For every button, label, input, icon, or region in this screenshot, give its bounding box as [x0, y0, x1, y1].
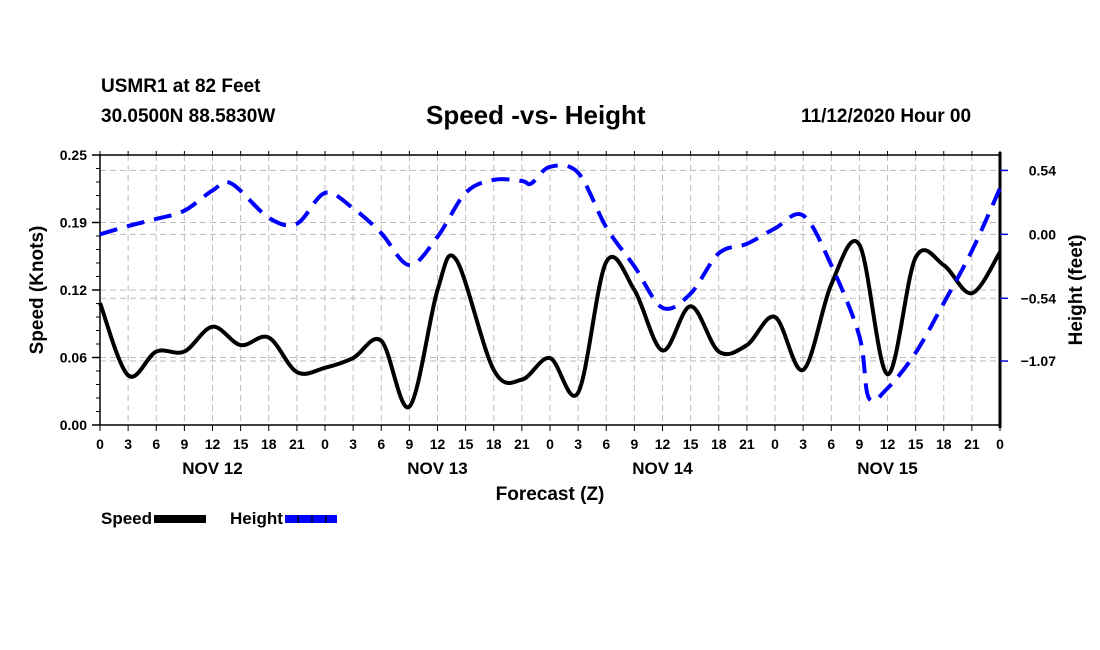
x-tick-label: 0 — [546, 436, 554, 452]
x-tick-label: 0 — [996, 436, 1004, 452]
x-tick-label: 15 — [908, 436, 924, 452]
x-tick-label: 0 — [771, 436, 779, 452]
y-axis-title: Speed (Knots) — [27, 226, 48, 355]
x-tick-label: 15 — [458, 436, 474, 452]
station-label: USMR1 at 82 Feet — [101, 76, 261, 97]
legend-speed-label: Speed — [101, 509, 153, 528]
x-tick-label: 6 — [827, 436, 835, 452]
legend-speed-swatch — [154, 515, 207, 523]
x-tick-label: 12 — [880, 436, 896, 452]
x-tick-label: 21 — [289, 436, 305, 452]
x-tick-label: 18 — [261, 436, 277, 452]
x-tick-label: 9 — [630, 436, 638, 452]
x-tick-label: 3 — [349, 436, 357, 452]
forecast-datetime: 11/12/2020 Hour 00 — [801, 106, 972, 127]
y2-tick-label: 0.00 — [1029, 226, 1056, 242]
y-tick-label: 0.19 — [60, 215, 87, 231]
chart-title: Speed -vs- Height — [426, 100, 646, 130]
day-label: NOV 15 — [857, 459, 917, 478]
x-tick-label: 15 — [683, 436, 699, 452]
x-tick-label: 12 — [655, 436, 671, 452]
y2-tick-label: −1.07 — [1021, 353, 1057, 369]
y-tick-label: 0.00 — [60, 417, 87, 433]
x-tick-label: 3 — [574, 436, 582, 452]
legend-speed: Speed — [101, 509, 207, 529]
x-tick-label: 21 — [964, 436, 980, 452]
x-tick-label: 21 — [514, 436, 530, 452]
day-label: NOV 14 — [632, 459, 693, 478]
x-tick-label: 6 — [152, 436, 160, 452]
x-axis-title: Forecast (Z) — [496, 484, 605, 505]
x-tick-label: 15 — [233, 436, 249, 452]
x-tick-label: 9 — [855, 436, 863, 452]
y-tick-label: 0.06 — [60, 350, 87, 366]
y-tick-label: 0.25 — [60, 147, 87, 163]
x-tick-label: 0 — [321, 436, 329, 452]
series-line-speed — [98, 239, 1002, 410]
day-label: NOV 13 — [407, 459, 467, 478]
x-tick-label: 18 — [486, 436, 502, 452]
legend-height: Height — [230, 509, 337, 529]
x-tick-label: 18 — [711, 436, 727, 452]
x-tick-label: 9 — [405, 436, 413, 452]
x-tick-label: 12 — [205, 436, 221, 452]
legend-height-swatch — [284, 515, 337, 523]
y2-tick-label: −0.54 — [1021, 290, 1057, 306]
x-tick-label: 0 — [96, 436, 104, 452]
day-label: NOV 12 — [182, 459, 242, 478]
coordinates-label: 30.0500N 88.5830W — [101, 106, 276, 127]
x-tick-label: 3 — [124, 436, 132, 452]
y2-tick-label: 0.54 — [1029, 162, 1056, 178]
legend-height-label: Height — [230, 509, 283, 528]
x-tick-label: 12 — [430, 436, 446, 452]
x-tick-label: 21 — [739, 436, 755, 452]
y-tick-label: 0.12 — [60, 282, 87, 298]
y2-axis-title: Height (feet) — [1066, 235, 1087, 346]
x-tick-label: 3 — [799, 436, 807, 452]
x-tick-label: 6 — [377, 436, 385, 452]
series-line-height — [99, 163, 1002, 403]
x-tick-label: 18 — [936, 436, 952, 452]
x-tick-label: 6 — [602, 436, 610, 452]
x-tick-label: 9 — [180, 436, 188, 452]
